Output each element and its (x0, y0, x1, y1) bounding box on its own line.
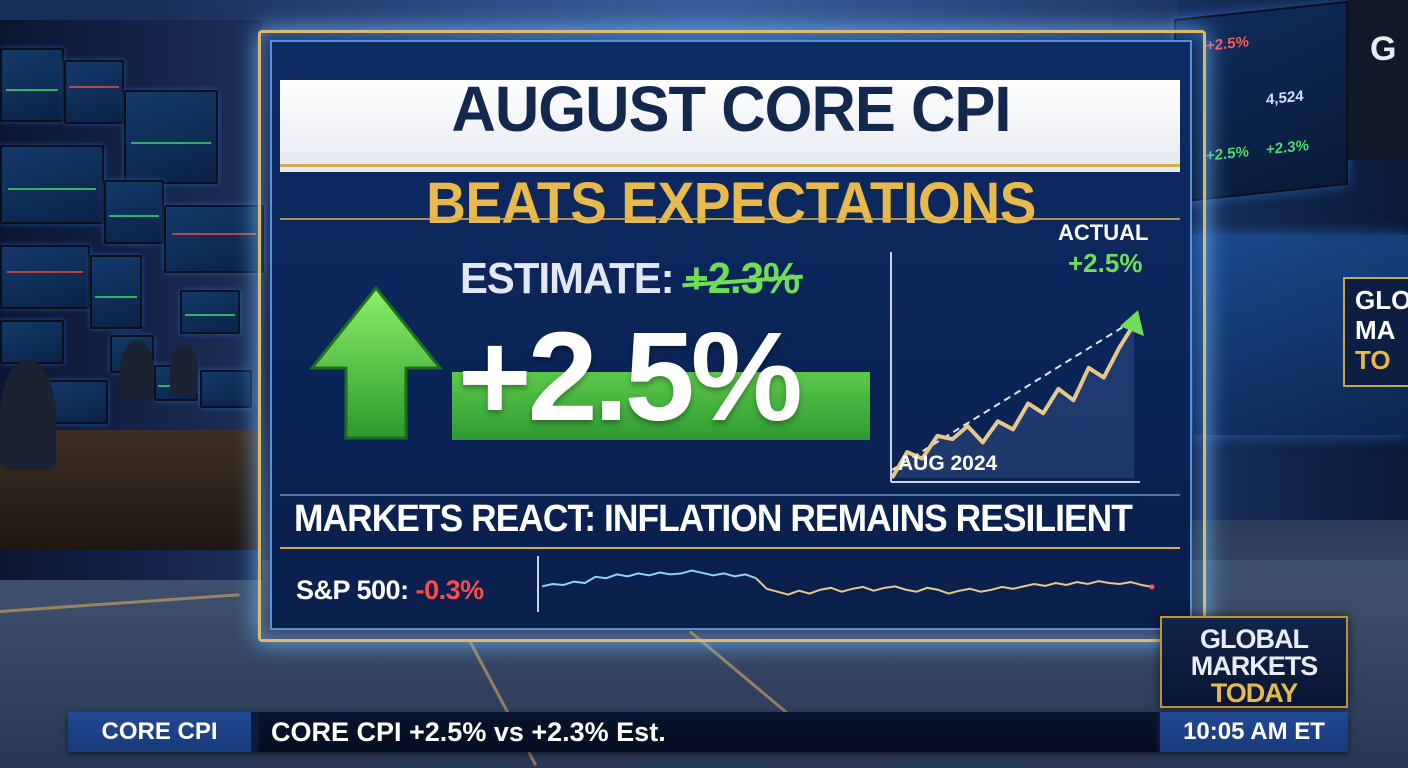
background-monitor (180, 290, 240, 334)
corner-logo: G (1348, 0, 1408, 160)
panel-frame-glow (258, 30, 1206, 642)
sparkline-end-point (1149, 584, 1155, 590)
logo-line-2: MARKETS (1190, 651, 1319, 681)
chart-title: ACTUAL (1058, 220, 1149, 245)
chart-arrow-head (1120, 310, 1144, 337)
estimate-line: ESTIMATE: +2.3% (460, 254, 800, 304)
chart-series-line (890, 323, 1136, 480)
lower-third-ticker: CORE CPI CORE CPI +2.5% vs +2.3% Est. 10… (68, 712, 1348, 752)
background-monitor (90, 255, 142, 329)
sparkline-segment-late (755, 577, 1153, 596)
title-divider (280, 164, 1180, 167)
cpi-trend-chart (890, 252, 1144, 483)
section-divider (280, 494, 1180, 496)
ticker-text: CORE CPI +2.5% vs +2.3% Est. (259, 712, 1157, 752)
sp500-change: -0.3% (415, 575, 485, 605)
cpi-graphic-panel: AUGUST CORE CPI BEATS EXPECTATIONS ESTIM… (270, 40, 1192, 630)
background-logo-partial: GLO MA TO (1343, 277, 1408, 387)
background-monitor (0, 245, 90, 309)
chart-x-label: AUG 2024 (898, 452, 998, 475)
headline-divider (280, 547, 1180, 549)
background-monitor (0, 320, 64, 364)
actual-value-band (452, 372, 870, 440)
sp500-sparkline (537, 556, 1155, 612)
background-monitor (104, 180, 164, 244)
background-monitor (0, 145, 104, 224)
background-monitor (0, 48, 64, 122)
estimate-label: ESTIMATE: (460, 254, 675, 303)
background-monitor (200, 370, 252, 408)
sp500-label: S&P 500: (296, 575, 409, 605)
sparkline-segment-early (541, 569, 757, 588)
logo-line-1: GLOBAL (1200, 624, 1309, 654)
up-arrow-icon (308, 285, 444, 442)
background-monitor (64, 60, 124, 124)
network-logo: GLOBAL MARKETS TODAY (1160, 616, 1348, 708)
trader-figure (0, 360, 56, 470)
sp500-readout: S&P 500: -0.3% (296, 575, 484, 606)
title-bar (280, 80, 1180, 172)
background-monitor (124, 90, 218, 184)
trader-figure (120, 340, 154, 400)
estimate-value: +2.3% (684, 254, 800, 303)
panel-title: AUGUST CORE CPI (451, 73, 1011, 145)
ticker-time: 10:05 AM ET (1160, 712, 1348, 752)
headline: MARKETS REACT: INFLATION REMAINS RESILIE… (294, 498, 1133, 540)
trader-figure (170, 345, 198, 395)
subtitle-divider (280, 218, 1180, 220)
actual-value: +2.5% (458, 306, 803, 447)
panel-subtitle: BEATS EXPECTATIONS (426, 171, 1036, 236)
background-monitor (164, 205, 264, 273)
ticker-tag: CORE CPI (68, 712, 251, 752)
background-screen: GLO MA TO (1193, 235, 1408, 435)
logo-line-3: TODAY (1210, 678, 1299, 708)
chart-value-label: +2.5% (1068, 248, 1143, 278)
